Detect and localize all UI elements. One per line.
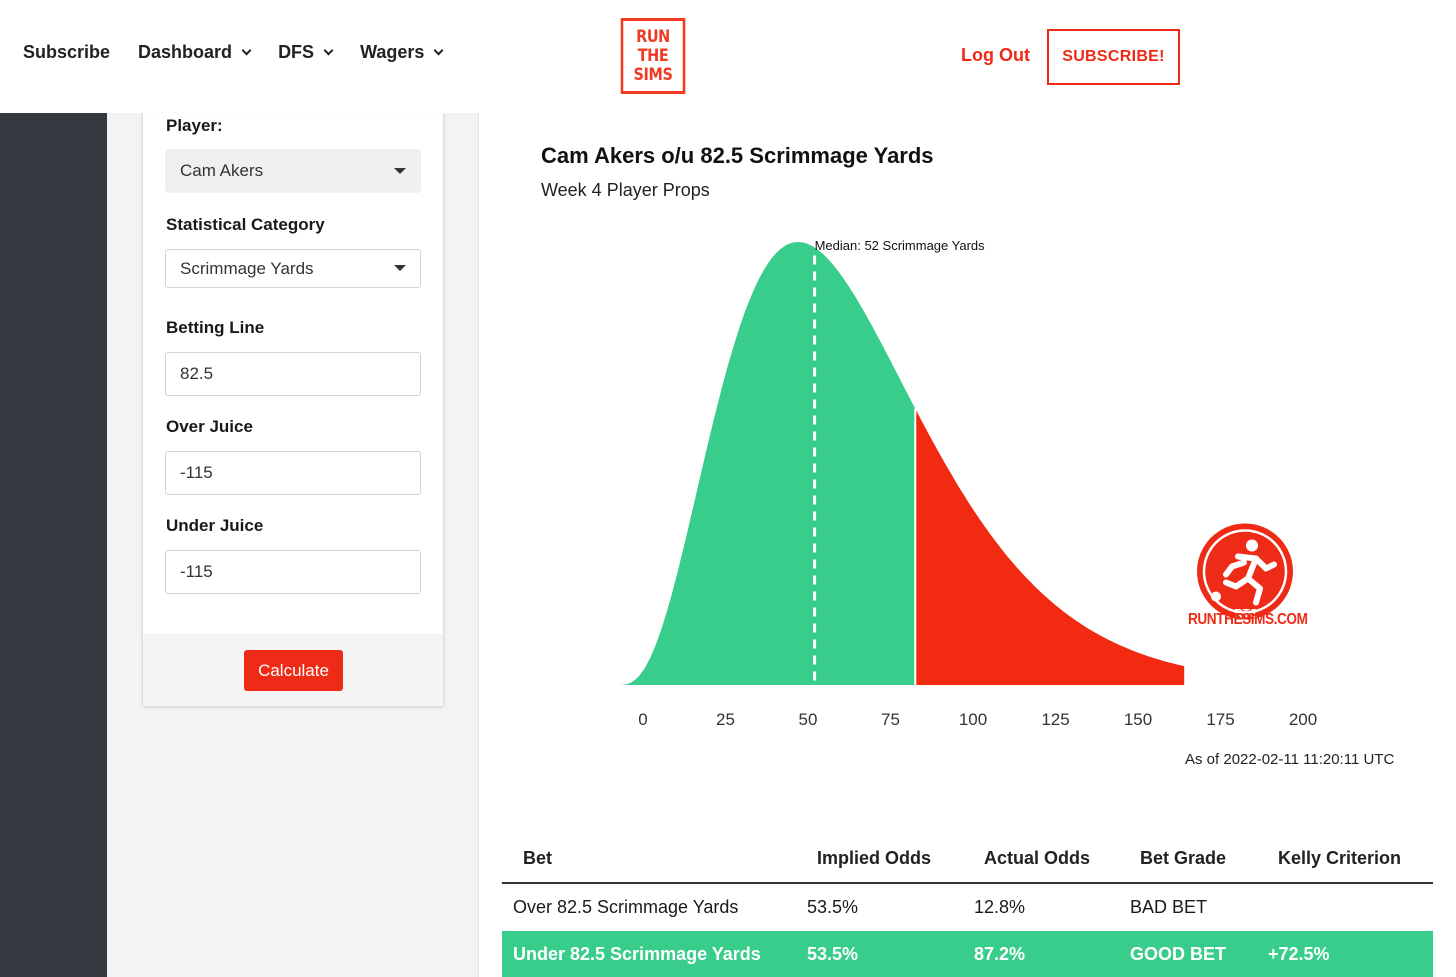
col-implied-odds: Implied Odds — [817, 848, 932, 868]
calculate-button[interactable]: Calculate — [244, 650, 343, 691]
player-select[interactable]: Cam Akers — [165, 149, 421, 193]
x-tick-label: 0 — [638, 710, 647, 729]
logo-line: RUN — [636, 26, 670, 47]
cell-bet: Over 82.5 Scrimmage Yards — [513, 897, 739, 917]
badge-mark: RTS — [1234, 607, 1258, 621]
as-of-timestamp: As of 2022-02-11 11:20:11 UTC — [1185, 751, 1395, 768]
under-area — [616, 242, 916, 685]
nav-dfs[interactable]: DFS — [278, 42, 334, 63]
chevron-down-icon — [241, 45, 252, 56]
top-navbar: Subscribe Dashboard DFS Wagers RUN THE S… — [0, 0, 1456, 113]
cell-actual: 12.8% — [974, 897, 1026, 917]
over-area — [915, 408, 1185, 685]
nav-dfs-label: DFS — [278, 42, 315, 62]
over-juice-input[interactable]: -115 — [165, 451, 421, 495]
x-tick-label: 50 — [799, 710, 818, 729]
x-tick-label: 150 — [1124, 710, 1152, 729]
sidebar-rail — [0, 113, 107, 977]
nav-dashboard-label: Dashboard — [138, 42, 233, 62]
col-bet-grade: Bet Grade — [1140, 848, 1227, 868]
player-label: Player: — [166, 116, 223, 135]
cell-grade: GOOD BET — [1130, 944, 1227, 964]
x-tick-label: 125 — [1041, 710, 1069, 729]
caret-down-icon — [394, 265, 406, 271]
under-juice-input[interactable]: -115 — [165, 550, 421, 594]
median-label: Median: 52 Scrimmage Yards — [815, 238, 986, 253]
nav-subscribe[interactable]: Subscribe — [23, 42, 110, 63]
cell-implied: 53.5% — [807, 897, 859, 917]
cell-implied: 53.5% — [807, 944, 859, 964]
player-select-value: Cam Akers — [180, 161, 264, 180]
distribution-chart: Median: 52 Scrimmage Yards 0 25 50 75 100 125… — [616, 238, 1317, 729]
category-label: Statistical Category — [166, 215, 325, 234]
nav-subscribe-label: Subscribe — [23, 42, 111, 62]
betting-line-label: Betting Line — [166, 318, 265, 337]
cell-actual: 87.2% — [974, 944, 1026, 964]
x-tick-label: 100 — [959, 710, 987, 729]
table-row: Over 82.5 Scrimmage Yards 53.5% 12.8% BA… — [502, 884, 1433, 931]
over-juice-label: Over Juice — [166, 417, 253, 436]
x-tick-label: 200 — [1289, 710, 1317, 729]
x-axis-ticks: 0 25 50 75 100 125 150 175 200 — [638, 710, 1317, 729]
table-header: Bet Implied Odds Actual Odds Bet Grade K… — [502, 837, 1433, 884]
nav-wagers[interactable]: Wagers — [360, 42, 444, 63]
subscribe-button[interactable]: SUBSCRIBE! — [1047, 29, 1180, 85]
rts-badge-icon: RTS — [1197, 523, 1293, 621]
col-actual-odds: Actual Odds — [984, 848, 1091, 868]
chart-subtitle: Week 4 Player Props — [541, 180, 710, 200]
logo-line: SIMS — [633, 64, 673, 85]
badge-text: RUNTHESIMS.COM — [1188, 611, 1308, 628]
under-juice-label: Under Juice — [166, 516, 264, 535]
over-juice-value: -115 — [180, 463, 213, 482]
bets-table: Bet Implied Odds Actual Odds Bet Grade K… — [502, 837, 1433, 977]
caret-down-icon — [394, 168, 406, 174]
cell-grade: BAD BET — [1130, 897, 1208, 917]
x-tick-label: 175 — [1206, 710, 1234, 729]
betting-line-value: 82.5 — [180, 364, 214, 383]
cell-bet: Under 82.5 Scrimmage Yards — [513, 944, 761, 964]
cell-kelly: +72.5% — [1268, 944, 1330, 964]
x-tick-label: 25 — [716, 710, 735, 729]
col-kelly: Kelly Criterion — [1278, 848, 1402, 868]
table-row: Under 82.5 Scrimmage Yards 53.5% 87.2% G… — [502, 931, 1433, 977]
col-bet: Bet — [523, 848, 553, 868]
nav-dashboard[interactable]: Dashboard — [138, 42, 252, 63]
chevron-down-icon — [323, 45, 334, 56]
under-juice-value: -115 — [180, 562, 213, 581]
betting-line-input[interactable]: 82.5 — [165, 352, 421, 396]
category-select[interactable]: Scrimmage Yards — [165, 249, 421, 288]
nav-wagers-label: Wagers — [360, 42, 425, 62]
logout-link[interactable]: Log Out — [961, 45, 1030, 65]
site-logo[interactable]: RUN THE SIMS — [620, 18, 686, 94]
chart-title: Cam Akers o/u 82.5 Scrimmage Yards — [541, 143, 934, 168]
calculator-form: Player: Cam Akers Statistical Category S… — [142, 113, 444, 707]
main-nav: Subscribe Dashboard DFS Wagers — [23, 42, 470, 63]
logo-line: THE — [637, 45, 669, 66]
x-tick-label: 75 — [881, 710, 900, 729]
form-footer: Calculate — [143, 634, 443, 706]
category-select-value: Scrimmage Yards — [180, 258, 314, 278]
chevron-down-icon — [433, 45, 444, 56]
